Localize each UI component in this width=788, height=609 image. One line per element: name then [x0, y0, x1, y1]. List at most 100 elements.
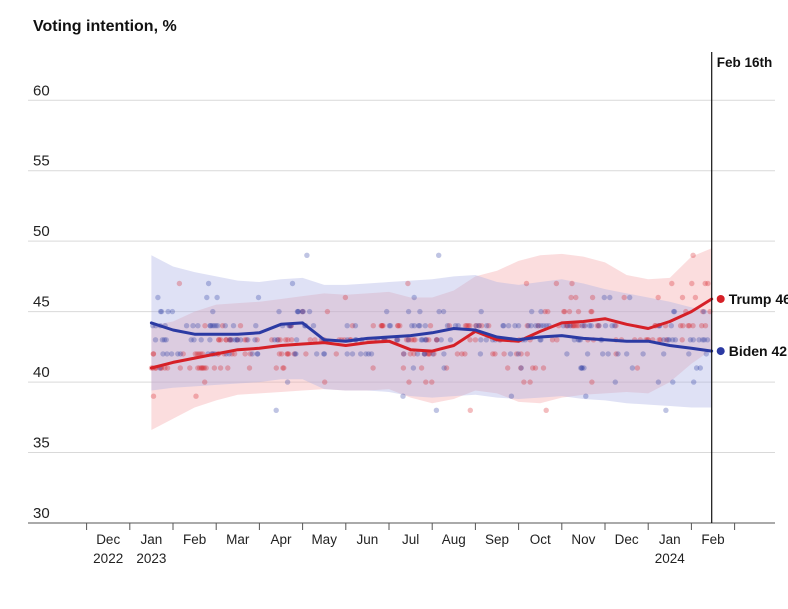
poll-dot: [426, 351, 433, 357]
poll-dot: [193, 393, 199, 399]
poll-dot: [254, 351, 261, 357]
poll-dot: [380, 323, 386, 329]
poll-dot: [424, 337, 430, 343]
y-tick-label: 35: [33, 435, 50, 452]
poll-dot: [253, 323, 259, 329]
poll-dot: [686, 323, 693, 329]
poll-dot: [417, 323, 423, 329]
poll-dot: [279, 351, 285, 357]
poll-dot: [512, 323, 518, 329]
poll-dot: [299, 308, 305, 315]
poll-dot: [518, 365, 524, 371]
poll-dot: [324, 308, 331, 315]
poll-dot: [473, 323, 480, 329]
poll-dot: [500, 323, 507, 329]
poll-dot: [589, 379, 595, 385]
poll-dot: [321, 351, 328, 357]
poll-dot: [198, 337, 204, 343]
poll-dot: [703, 351, 709, 357]
poll-dot: [446, 323, 452, 329]
y-tick-label: 30: [33, 505, 50, 522]
poll-dot: [285, 351, 291, 357]
poll-dot: [529, 308, 535, 315]
poll-dot: [155, 294, 161, 301]
poll-dot: [690, 252, 696, 258]
poll-dot: [607, 294, 613, 301]
poll-dot: [563, 323, 569, 329]
poll-dot: [237, 323, 244, 329]
trump-band: [151, 248, 712, 430]
poll-dot: [425, 351, 431, 357]
poll-dot: [677, 323, 684, 329]
poll-dot: [686, 351, 692, 357]
poll-dot: [568, 294, 574, 301]
poll-dot: [564, 323, 570, 329]
poll-dot: [553, 280, 560, 287]
poll-dot: [478, 308, 484, 315]
x-tick-label: May: [311, 532, 337, 547]
poll-dot: [408, 337, 415, 343]
poll-dot: [621, 294, 627, 301]
poll-dot: [462, 323, 469, 329]
poll-dot: [549, 337, 556, 343]
poll-dot: [219, 323, 226, 329]
poll-dot: [663, 337, 670, 343]
poll-dot: [207, 337, 213, 343]
poll-dot: [454, 351, 461, 357]
poll-dot: [246, 365, 253, 371]
poll-dot: [384, 308, 390, 315]
poll-dot: [411, 323, 418, 329]
poll-dot: [500, 323, 506, 329]
poll-dot: [191, 337, 197, 343]
poll-dot: [691, 379, 697, 385]
poll-dot: [476, 323, 482, 329]
x-tick-label: Dec: [615, 532, 639, 547]
poll-dot: [609, 323, 615, 329]
poll-dot: [370, 323, 376, 329]
poll-dot: [588, 308, 594, 315]
poll-dot: [704, 337, 711, 343]
poll-dot: [582, 323, 588, 329]
x-tick-label: Jan: [659, 532, 681, 547]
poll-dot: [524, 351, 530, 357]
poll-dot: [300, 308, 306, 315]
poll-dot: [655, 379, 662, 385]
poll-dot: [505, 323, 512, 329]
poll-dot: [401, 351, 407, 357]
poll-dot: [303, 351, 309, 357]
poll-dot: [564, 351, 570, 357]
poll-dot: [492, 351, 498, 357]
poll-dot: [227, 337, 233, 343]
poll-dot: [429, 379, 435, 385]
poll-dot: [234, 337, 240, 343]
x-tick-label: Feb: [701, 532, 724, 547]
poll-dot: [312, 337, 318, 343]
poll-dot: [411, 337, 417, 343]
poll-dot: [216, 337, 222, 343]
poll-dot: [344, 323, 350, 329]
poll-dot: [198, 365, 205, 371]
poll-dot: [252, 337, 258, 343]
date-marker: Feb 16th: [711, 52, 772, 523]
poll-dot: [273, 365, 279, 371]
poll-dot: [226, 337, 233, 343]
poll-dot: [271, 337, 278, 343]
poll-dot: [158, 308, 165, 315]
poll-dot: [700, 337, 706, 343]
poll-dot: [527, 379, 533, 385]
poll-dot: [365, 351, 372, 357]
poll-dot: [672, 337, 679, 343]
poll-dot: [405, 337, 411, 343]
x-tick-label: Sep: [485, 532, 509, 547]
poll-dot: [634, 365, 641, 371]
poll-dot: [505, 365, 511, 371]
poll-dot: [574, 323, 580, 329]
poll-dot: [579, 323, 585, 329]
x-tick-label: Feb: [183, 532, 206, 547]
poll-dot: [613, 351, 619, 357]
poll-dot: [223, 337, 229, 343]
poll-dot: [589, 294, 596, 301]
poll-dot: [150, 393, 157, 399]
poll-dot: [227, 337, 234, 343]
poll-dot: [419, 337, 426, 343]
